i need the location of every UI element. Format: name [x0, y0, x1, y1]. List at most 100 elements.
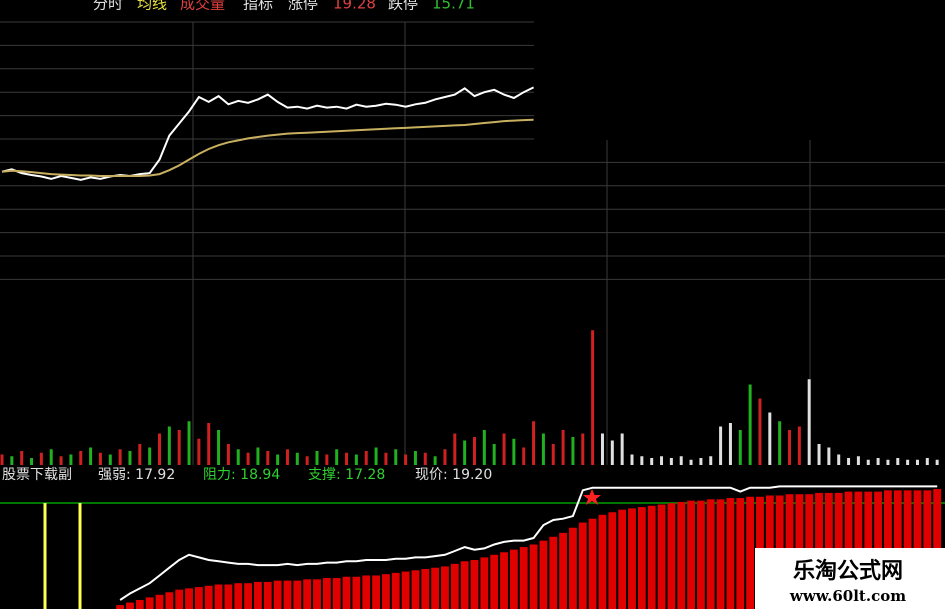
- bar: [837, 454, 841, 465]
- bar: [98, 452, 102, 465]
- bar: [541, 433, 545, 465]
- bar: [185, 588, 193, 609]
- bar: [529, 544, 538, 609]
- bar: [699, 458, 703, 465]
- bar: [325, 454, 329, 465]
- header-item: 指标: [243, 0, 273, 13]
- header-item: 15.71: [432, 0, 475, 13]
- bar: [512, 438, 516, 465]
- bar: [736, 498, 745, 609]
- bar: [630, 454, 634, 465]
- bar: [207, 423, 211, 465]
- bar: [354, 454, 358, 465]
- bar: [610, 440, 614, 465]
- bar: [443, 449, 447, 465]
- bar: [214, 584, 223, 609]
- bar: [217, 430, 221, 465]
- bar: [49, 449, 53, 465]
- legend-item: 现价: 19.20: [415, 467, 492, 483]
- bar: [746, 496, 755, 609]
- bar: [155, 594, 164, 609]
- bar: [571, 437, 575, 465]
- bar: [138, 444, 142, 465]
- legend-item: 强弱: 17.92: [98, 467, 175, 483]
- bar: [194, 587, 203, 609]
- bar: [473, 437, 476, 465]
- bar: [738, 430, 742, 465]
- bar: [788, 430, 791, 465]
- bar: [935, 459, 939, 465]
- bar: [39, 452, 43, 465]
- bar: [561, 430, 565, 465]
- bar: [441, 566, 449, 609]
- bar: [263, 581, 272, 609]
- bar: [509, 549, 518, 609]
- bar: [598, 514, 607, 609]
- bar: [126, 602, 134, 609]
- bar: [866, 459, 870, 465]
- bar: [450, 563, 459, 609]
- bar: [716, 499, 725, 609]
- bar: [276, 454, 280, 465]
- bar: [293, 580, 302, 609]
- bar: [0, 454, 4, 465]
- bar: [315, 451, 319, 465]
- bar: [384, 452, 388, 465]
- bar: [256, 447, 260, 465]
- bar: [578, 522, 587, 609]
- bar: [283, 580, 292, 609]
- bar: [502, 433, 506, 465]
- bar: [519, 547, 528, 609]
- bar: [322, 578, 331, 609]
- bar: [266, 451, 270, 465]
- bar: [667, 503, 676, 609]
- bar: [305, 456, 309, 465]
- bar: [689, 459, 693, 465]
- bar: [581, 433, 585, 465]
- bar: [352, 576, 361, 609]
- bar: [295, 452, 299, 465]
- bar: [89, 447, 93, 465]
- bar: [709, 456, 713, 465]
- bar: [423, 452, 427, 465]
- bar: [778, 421, 782, 465]
- bar: [285, 449, 289, 465]
- bar: [706, 499, 715, 609]
- bar: [362, 575, 371, 609]
- bar: [539, 540, 548, 609]
- bar: [620, 433, 624, 465]
- bar: [628, 508, 636, 609]
- watermark-box: [755, 548, 945, 609]
- bar: [925, 458, 929, 465]
- bar: [254, 581, 262, 609]
- bar: [431, 567, 440, 609]
- bar: [332, 578, 341, 609]
- bar: [669, 458, 673, 465]
- bar: [687, 500, 695, 609]
- bar: [906, 459, 910, 465]
- bar: [650, 458, 654, 465]
- bar: [647, 505, 656, 609]
- bar: [224, 584, 233, 609]
- header-item: 均线: [137, 0, 167, 13]
- line: [1, 86, 535, 181]
- bar: [411, 570, 420, 609]
- bar: [364, 451, 368, 465]
- bar: [273, 580, 282, 609]
- bar: [204, 585, 213, 609]
- bar: [460, 561, 469, 609]
- bar: [303, 579, 312, 609]
- bar: [145, 597, 154, 609]
- bar: [413, 451, 417, 465]
- bar: [197, 438, 201, 465]
- bar: [588, 518, 597, 609]
- bar: [886, 459, 890, 465]
- bar: [470, 559, 479, 609]
- bar: [167, 426, 171, 465]
- bar: [165, 592, 174, 609]
- bar: [569, 527, 577, 609]
- line: [119, 485, 938, 601]
- legend-item: 支撑: 17.28: [308, 467, 385, 483]
- bar: [768, 412, 772, 465]
